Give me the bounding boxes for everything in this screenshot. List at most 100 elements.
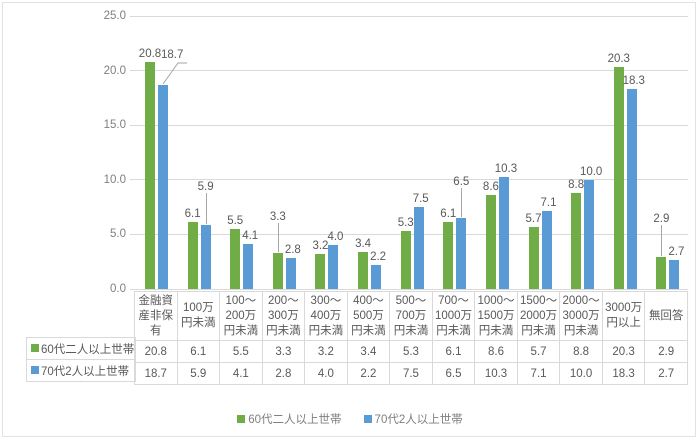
bar-series-1[interactable] <box>158 84 168 289</box>
bar-series-1[interactable] <box>371 264 382 289</box>
bar-series-1[interactable] <box>626 89 637 289</box>
legend-label: 70代2人以上世帯 <box>374 414 463 426</box>
chart-category-group: 5.3 7.5 <box>390 16 433 289</box>
y-axis-tick-label: 15.0 <box>103 119 126 132</box>
table-value-cell: 6.1 <box>176 340 221 363</box>
data-label: 10.0 <box>579 165 603 178</box>
data-label: 6.5 <box>453 176 470 189</box>
category-header-cell: 200〜 300万 円未満 <box>261 291 306 341</box>
data-label: 5.5 <box>227 214 244 227</box>
data-label: 3.4 <box>355 237 372 250</box>
gridline <box>134 288 688 290</box>
table-value-cell: 4.1 <box>219 362 263 385</box>
data-label: 8.6 <box>482 181 499 194</box>
table-value-cell: 6.5 <box>431 362 476 385</box>
chart-category-group: 20.8 18.7 <box>134 16 187 289</box>
bar-series-0[interactable] <box>485 195 496 289</box>
chart-category-group: 8.8 10.0 <box>560 16 603 289</box>
label-leader-line <box>661 225 663 257</box>
y-axis-tick-label: 5.0 <box>110 228 126 241</box>
bar-series-1[interactable] <box>328 245 339 289</box>
bar-series-0[interactable] <box>656 257 667 289</box>
y-axis-tick-label: 20.0 <box>103 64 126 77</box>
table-value-cell: 6.1 <box>431 340 476 363</box>
table-value-cell: 18.3 <box>601 362 646 385</box>
bar-series-0[interactable] <box>571 192 582 289</box>
data-label: 4.1 <box>242 230 259 243</box>
legend-item-1[interactable]: 70代2人以上世帯 <box>363 411 463 427</box>
bar-series-1[interactable] <box>200 224 211 289</box>
data-label: 10.3 <box>494 162 518 175</box>
bar-series-1[interactable] <box>456 218 467 289</box>
table-value-cell: 2.9 <box>644 340 688 363</box>
table-value-cell: 7.1 <box>516 362 561 385</box>
bar-series-1[interactable] <box>285 258 296 289</box>
bar-series-0[interactable] <box>272 252 283 289</box>
gridline <box>134 70 688 72</box>
table-value-cell: 5.9 <box>176 362 221 385</box>
data-label: 20.3 <box>607 53 630 66</box>
bar-series-0[interactable] <box>187 222 198 289</box>
bar-series-0[interactable] <box>613 67 624 289</box>
bar-series-0[interactable] <box>145 61 155 289</box>
bar-series-0[interactable] <box>443 222 454 289</box>
category-header-cell: 3000万 円以上 <box>601 291 646 341</box>
legend-item-0[interactable]: 60代二人以上世帯 <box>237 411 342 427</box>
table-value-cell: 4.0 <box>304 362 348 385</box>
bar-series-0[interactable] <box>528 226 539 289</box>
y-axis-tick-label: 25.0 <box>103 10 126 22</box>
gridline <box>134 124 688 126</box>
y-axis-tick <box>130 233 134 235</box>
table-value-cell: 5.7 <box>516 340 561 363</box>
bar-series-1[interactable] <box>498 176 509 289</box>
y-axis-tick <box>130 70 134 72</box>
data-label: 2.7 <box>668 245 685 258</box>
data-label: 7.1 <box>540 197 557 210</box>
label-leader-line <box>277 222 279 252</box>
table-value-cell: 20.8 <box>134 340 178 363</box>
table-value-cell: 2.2 <box>346 362 391 385</box>
y-axis-tick-label: 0.0 <box>110 283 126 295</box>
bar-series-1[interactable] <box>413 207 424 289</box>
data-label: 2.8 <box>284 244 301 257</box>
y-axis-tick-label: 10.0 <box>103 173 126 186</box>
table-row-categories: 金融資 産非保有 100万 円未満 100〜 200万 円未満 200〜 300万 円未満 300〜… <box>134 291 688 341</box>
category-header-cell: 100万 円未満 <box>176 291 221 341</box>
table-value-cell: 10.3 <box>474 362 518 385</box>
bar-series-1[interactable] <box>584 179 595 289</box>
plot-area: 0.0 5.0 10.0 15.0 20.0 25.0 20.8 18.7 6.1 5.9 5.5 4… <box>104 10 688 295</box>
bar-series-0[interactable] <box>315 254 326 289</box>
legend-label: 60代二人以上世帯 <box>248 414 342 426</box>
series-label-1: 70代2人以上世帯 <box>41 365 130 378</box>
table-value-cell: 8.6 <box>474 340 518 363</box>
data-label: 3.3 <box>269 210 286 223</box>
category-header-cell: 無回答 <box>644 291 688 341</box>
table-value-cell: 18.7 <box>134 362 178 385</box>
chart-category-group: 2.9 2.7 <box>645 16 688 289</box>
chart-category-group: 3.4 2.2 <box>347 16 390 289</box>
y-axis-tick <box>130 179 134 181</box>
label-leader-line <box>162 62 187 85</box>
category-header-cell: 100〜 200万 円未満 <box>219 291 263 341</box>
table-value-cell: 8.8 <box>559 340 603 363</box>
table-value-cell: 20.3 <box>601 340 646 363</box>
bar-series-1[interactable] <box>541 211 552 289</box>
legend-color-swatch-icon <box>363 415 372 423</box>
table-value-cell: 5.5 <box>219 340 263 363</box>
data-label: 2.9 <box>653 213 670 226</box>
bar-series-1[interactable] <box>669 259 680 289</box>
table-value-cell: 5.3 <box>389 340 433 363</box>
bar-series-0[interactable] <box>400 231 411 289</box>
data-label: 20.8 <box>138 47 162 60</box>
table-value-cell: 3.4 <box>346 340 391 363</box>
category-header-cell: 金融資 産非保有 <box>134 291 178 341</box>
table-row-series-0: 20.8 6.1 5.5 3.3 3.2 3.4 5.3 6.1 8.6 5.7 8.8 20.3 2.… <box>134 340 688 363</box>
bar-series-0[interactable] <box>230 228 241 289</box>
chart-category-group: 5.7 7.1 <box>518 16 561 289</box>
bar-series-0[interactable] <box>358 251 369 289</box>
stub-cell-series-0: 60代二人以上世帯 <box>26 337 136 360</box>
category-header-cell: 1000〜 1500万 円未満 <box>474 291 518 341</box>
bar-series-1[interactable] <box>243 244 254 289</box>
chart-container: 0.0 5.0 10.0 15.0 20.0 25.0 20.8 18.7 6.1 5.9 5.5 4… <box>2 2 696 437</box>
chart-category-group: 6.1 5.9 <box>177 16 220 289</box>
